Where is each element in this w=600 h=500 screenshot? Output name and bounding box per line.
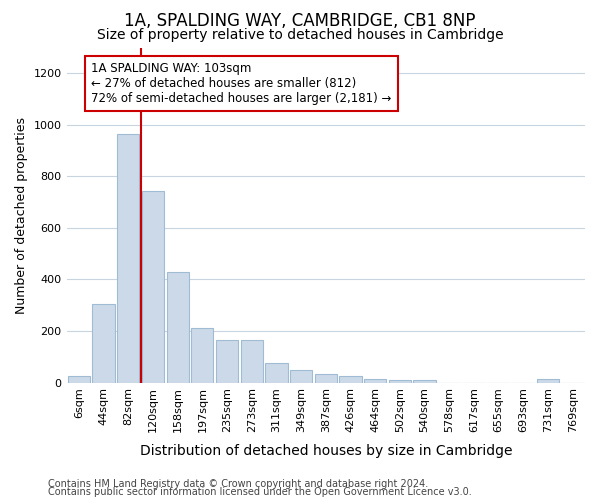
Bar	[216, 340, 238, 382]
Bar	[413, 380, 436, 382]
Bar	[191, 328, 214, 382]
Text: Contains HM Land Registry data © Crown copyright and database right 2024.: Contains HM Land Registry data © Crown c…	[48, 479, 428, 489]
Bar	[364, 378, 386, 382]
Bar	[241, 340, 263, 382]
Text: 1A, SPALDING WAY, CAMBRIDGE, CB1 8NP: 1A, SPALDING WAY, CAMBRIDGE, CB1 8NP	[124, 12, 476, 30]
Bar	[537, 380, 559, 382]
Text: 1A SPALDING WAY: 103sqm
← 27% of detached houses are smaller (812)
72% of semi-d: 1A SPALDING WAY: 103sqm ← 27% of detache…	[91, 62, 392, 104]
Text: Size of property relative to detached houses in Cambridge: Size of property relative to detached ho…	[97, 28, 503, 42]
Bar	[290, 370, 312, 382]
X-axis label: Distribution of detached houses by size in Cambridge: Distribution of detached houses by size …	[140, 444, 512, 458]
Bar	[92, 304, 115, 382]
Bar	[314, 374, 337, 382]
Bar	[340, 376, 362, 382]
Bar	[167, 272, 189, 382]
Bar	[117, 134, 139, 382]
Bar	[389, 380, 411, 382]
Text: Contains public sector information licensed under the Open Government Licence v3: Contains public sector information licen…	[48, 487, 472, 497]
Bar	[265, 363, 287, 382]
Bar	[68, 376, 90, 382]
Y-axis label: Number of detached properties: Number of detached properties	[15, 116, 28, 314]
Bar	[142, 190, 164, 382]
